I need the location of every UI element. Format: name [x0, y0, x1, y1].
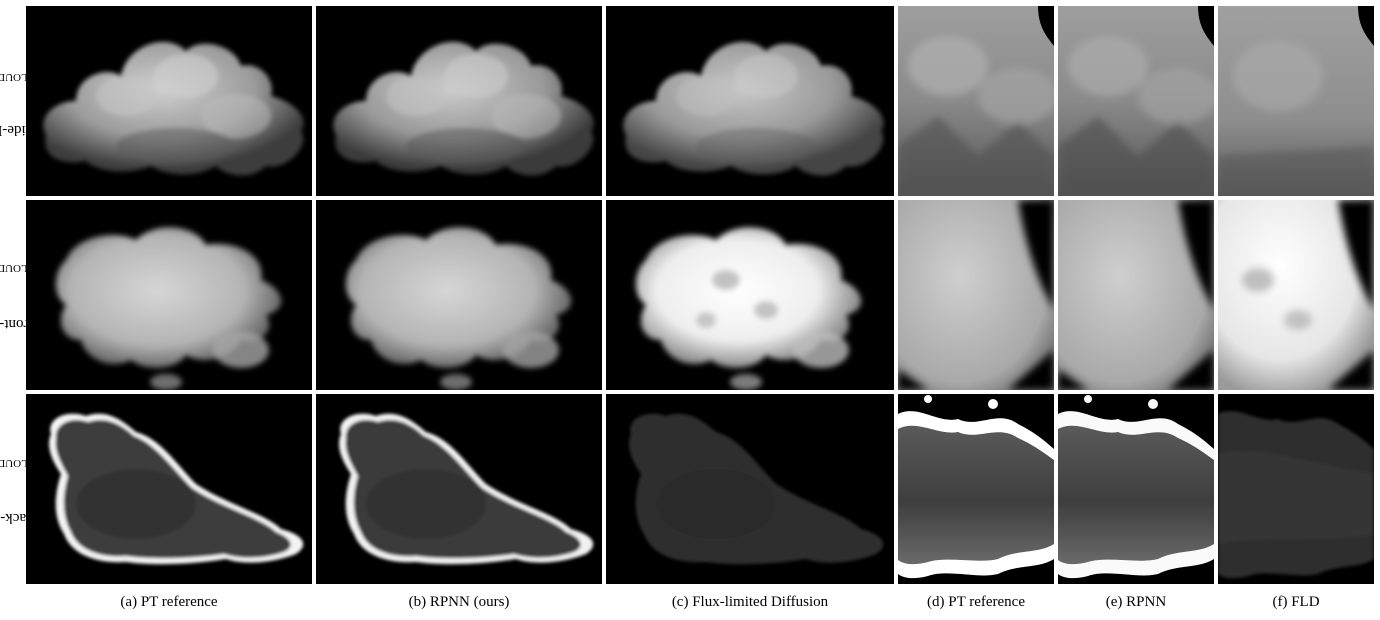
panel-c-side-lit	[606, 6, 894, 196]
cloud-image	[339, 413, 594, 565]
panel-b-side-lit	[316, 6, 602, 196]
cloud-crop-image	[898, 6, 1054, 196]
panel-d-back-lit-crop	[898, 394, 1054, 584]
panel-f-front-lit-crop	[1218, 200, 1374, 390]
cloud-image	[55, 227, 282, 390]
panel-c-front-lit	[606, 200, 894, 390]
panel-d-side-lit-crop	[898, 6, 1054, 196]
cloud-image	[49, 413, 304, 565]
panel-c-back-lit	[606, 394, 894, 584]
cloud-image	[345, 227, 572, 390]
cloud-crop-image	[1058, 200, 1214, 390]
caption-e: (e) RPNN	[1105, 594, 1167, 610]
row-label-front-lit-cloud-4: Front-lit Cloud 4	[0, 260, 38, 332]
caption-c: (c) Flux-limited Diffusion	[671, 594, 829, 610]
cloud-crop-image	[898, 394, 1054, 584]
cloud-crop-image	[1058, 394, 1214, 584]
cloud-crop-image	[1218, 6, 1374, 196]
panel-b-back-lit	[316, 394, 602, 584]
cloud-crop-image	[1058, 6, 1214, 196]
panel-a-front-lit	[26, 200, 312, 390]
panel-b-front-lit	[316, 200, 602, 390]
cloud-crop-image	[898, 200, 1054, 390]
row-label-side-lit-cloud-3: Side-lit Cloud 3	[0, 69, 38, 138]
cloud-image	[333, 41, 594, 176]
panel-e-back-lit-crop	[1058, 394, 1214, 584]
cloud-image	[43, 41, 304, 176]
cloud-image	[623, 41, 884, 176]
cloud-image	[635, 227, 862, 390]
cloud-crop-image	[1218, 200, 1374, 390]
caption-d: (d) PT reference	[927, 594, 1025, 610]
panel-e-side-lit-crop	[1058, 6, 1214, 196]
panel-e-front-lit-crop	[1058, 200, 1214, 390]
caption-a: (a) PT reference	[120, 594, 218, 610]
cloud-crop-image	[1218, 394, 1374, 584]
panel-d-front-lit-crop	[898, 200, 1054, 390]
panel-f-side-lit-crop	[1218, 6, 1374, 196]
panel-a-side-lit	[26, 6, 312, 196]
cloud-image	[629, 413, 884, 565]
panel-f-back-lit-crop	[1218, 394, 1374, 584]
panel-a-back-lit	[26, 394, 312, 584]
row-label-back-lit-cloud-1: Back-lit Cloud 1	[0, 455, 38, 526]
caption-f: (f) FLD	[1272, 594, 1320, 610]
caption-b: (b) RPNN (ours)	[408, 594, 510, 610]
